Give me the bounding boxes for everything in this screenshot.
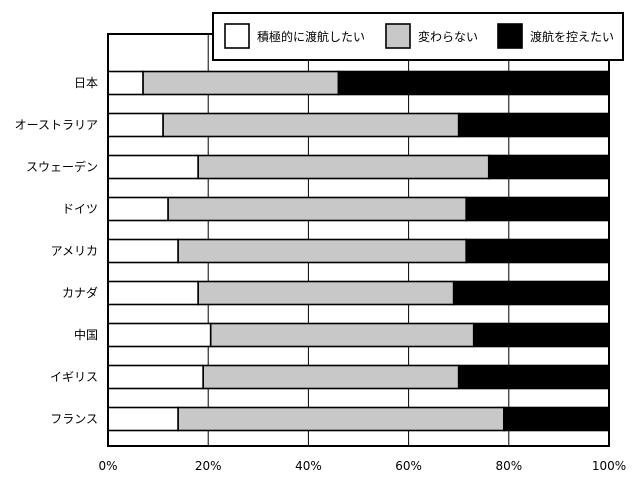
category-label: カナダ xyxy=(62,285,98,300)
x-tick-label: 20% xyxy=(195,459,222,473)
legend-swatch xyxy=(385,23,411,49)
bar-segment xyxy=(107,154,199,180)
x-tick-label: 0% xyxy=(98,459,117,473)
x-tick-label: 80% xyxy=(495,459,522,473)
bar-segment xyxy=(465,196,610,222)
x-tick-label: 60% xyxy=(395,459,422,473)
bar-segment xyxy=(197,280,455,306)
bar-segment xyxy=(107,364,204,390)
bar-segment xyxy=(457,364,610,390)
bar-segment xyxy=(107,322,212,348)
legend-label: 渡航を控えたい xyxy=(530,29,614,44)
x-tick-label: 100% xyxy=(592,459,626,473)
bar-segment xyxy=(177,238,468,264)
legend-label: 積極的に渡航したい xyxy=(257,29,365,44)
bar-segment xyxy=(107,238,179,264)
bar-segment xyxy=(142,70,340,96)
bar-segment xyxy=(452,280,610,306)
bar-segment xyxy=(167,196,468,222)
legend: 積極的に渡航したい 変わらない 渡航を控えたい xyxy=(212,12,624,61)
category-label: 中国 xyxy=(74,327,98,342)
bar-segment xyxy=(465,238,610,264)
category-label: 日本 xyxy=(74,76,98,90)
bar-segment xyxy=(107,406,179,432)
category-label: ドイツ xyxy=(62,202,98,216)
bar-segment xyxy=(107,280,199,306)
bar-segment xyxy=(177,406,505,432)
x-tick-label: 40% xyxy=(295,459,322,473)
x-tick-labels: 0% 20% 40% 60% 80% 100% xyxy=(98,459,626,473)
category-label: オーストラリア xyxy=(15,118,98,132)
legend-swatch xyxy=(224,23,250,49)
category-label: フランス xyxy=(50,412,98,426)
legend-label: 変わらない xyxy=(418,29,478,44)
legend-swatch xyxy=(497,23,523,49)
category-label: アメリカ xyxy=(51,244,98,258)
bar-segment xyxy=(487,154,610,180)
category-label: スウェーデン xyxy=(26,159,98,174)
bar-segment xyxy=(197,154,490,180)
bar-segment xyxy=(107,112,164,138)
bar-segment xyxy=(457,112,610,138)
bar-segment xyxy=(107,70,144,96)
bar-segment xyxy=(107,196,169,222)
category-label: イギリス xyxy=(50,370,98,384)
bar-segment xyxy=(472,322,610,348)
bar-segment xyxy=(209,322,475,348)
bar-segment xyxy=(162,112,460,138)
legend-box xyxy=(212,12,624,61)
bars xyxy=(107,70,610,432)
bar-segment xyxy=(337,70,610,96)
bar-segment xyxy=(502,406,610,432)
bar-segment xyxy=(202,364,460,390)
